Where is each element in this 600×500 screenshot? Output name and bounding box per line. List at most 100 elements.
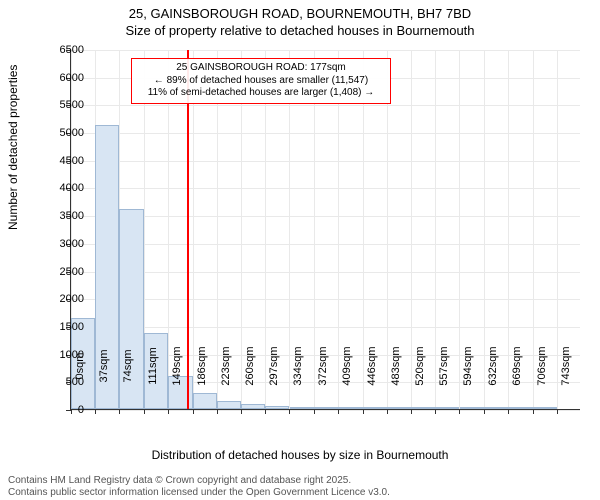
gridline-v xyxy=(289,50,290,409)
histogram-bar xyxy=(290,407,314,409)
ytick-label: 3000 xyxy=(24,238,84,250)
ytick-label: 6500 xyxy=(24,44,84,56)
annotation-line-2: ← 89% of detached houses are smaller (11… xyxy=(138,75,384,88)
ytick-label: 2500 xyxy=(24,266,84,278)
xtick-mark xyxy=(459,409,460,414)
xtick-mark xyxy=(387,409,388,414)
ytick-label: 4500 xyxy=(24,155,84,167)
ytick-label: 1500 xyxy=(24,321,84,333)
histogram-bar xyxy=(435,407,459,409)
xtick-label: 297sqm xyxy=(268,346,280,385)
gridline-h xyxy=(71,161,580,162)
title-block: 25, GAINSBOROUGH ROAD, BOURNEMOUTH, BH7 … xyxy=(0,0,600,40)
xtick-mark xyxy=(193,409,194,414)
xtick-label: 0sqm xyxy=(74,353,86,380)
xtick-mark xyxy=(265,409,266,414)
gridline-v xyxy=(533,50,534,409)
gridline-h xyxy=(71,133,580,134)
xtick-mark xyxy=(241,409,242,414)
xtick-label: 186sqm xyxy=(196,346,208,385)
histogram-bar xyxy=(193,393,217,409)
chart-container: 25, GAINSBOROUGH ROAD, BOURNEMOUTH, BH7 … xyxy=(0,0,600,500)
histogram-bar xyxy=(411,407,435,409)
xtick-label: 74sqm xyxy=(122,349,134,382)
gridline-v xyxy=(363,50,364,409)
gridline-h xyxy=(71,410,580,411)
gridline-h xyxy=(71,188,580,189)
xtick-mark xyxy=(435,409,436,414)
xtick-mark xyxy=(338,409,339,414)
xtick-label: 669sqm xyxy=(511,346,523,385)
histogram-bar xyxy=(314,407,338,409)
xtick-mark xyxy=(119,409,120,414)
xtick-label: 37sqm xyxy=(98,349,110,382)
annotation-line-3: 11% of semi-detached houses are larger (… xyxy=(138,87,384,100)
title-line1: 25, GAINSBOROUGH ROAD, BOURNEMOUTH, BH7 … xyxy=(0,6,600,23)
gridline-v xyxy=(241,50,242,409)
xtick-label: 409sqm xyxy=(341,346,353,385)
xtick-label: 632sqm xyxy=(487,346,499,385)
gridline-v xyxy=(435,50,436,409)
gridline-v xyxy=(387,50,388,409)
gridline-h xyxy=(71,299,580,300)
xtick-mark xyxy=(217,409,218,414)
xtick-mark xyxy=(314,409,315,414)
xtick-mark xyxy=(95,409,96,414)
xtick-label: 223sqm xyxy=(220,346,232,385)
histogram-bar xyxy=(508,407,532,409)
gridline-v xyxy=(508,50,509,409)
xtick-mark xyxy=(289,409,290,414)
xtick-label: 372sqm xyxy=(317,346,329,385)
y-axis-label: Number of detached properties xyxy=(6,65,20,230)
xtick-label: 743sqm xyxy=(560,346,572,385)
gridline-v xyxy=(265,50,266,409)
xtick-mark xyxy=(557,409,558,414)
xtick-label: 111sqm xyxy=(147,347,159,385)
ytick-label: 4000 xyxy=(24,182,84,194)
ytick-label: 0 xyxy=(24,404,84,416)
footer-line1: Contains HM Land Registry data © Crown c… xyxy=(8,475,390,487)
xtick-label: 520sqm xyxy=(414,346,426,385)
histogram-bar xyxy=(387,407,411,409)
gridline-h xyxy=(71,216,580,217)
gridline-h xyxy=(71,244,580,245)
histogram-bar xyxy=(265,406,289,409)
histogram-bar xyxy=(460,407,484,409)
xtick-mark xyxy=(484,409,485,414)
gridline-h xyxy=(71,272,580,273)
title-line2: Size of property relative to detached ho… xyxy=(0,23,600,40)
property-marker-line xyxy=(187,50,189,409)
ytick-label: 5500 xyxy=(24,99,84,111)
gridline-v xyxy=(217,50,218,409)
xtick-label: 706sqm xyxy=(536,346,548,385)
gridline-v xyxy=(338,50,339,409)
gridline-v xyxy=(484,50,485,409)
ytick-label: 5000 xyxy=(24,127,84,139)
xtick-label: 594sqm xyxy=(462,346,474,385)
gridline-v xyxy=(168,50,169,409)
annotation-box: 25 GAINSBOROUGH ROAD: 177sqm← 89% of det… xyxy=(131,58,391,104)
xtick-label: 149sqm xyxy=(171,346,183,385)
gridline-h xyxy=(71,327,580,328)
gridline-v xyxy=(314,50,315,409)
xtick-label: 446sqm xyxy=(366,346,378,385)
histogram-bar xyxy=(338,407,362,409)
gridline-v xyxy=(193,50,194,409)
annotation-line-1: 25 GAINSBOROUGH ROAD: 177sqm xyxy=(138,62,384,75)
histogram-bar xyxy=(363,407,387,409)
ytick-label: 2000 xyxy=(24,293,84,305)
xtick-mark xyxy=(144,409,145,414)
gridline-v xyxy=(411,50,412,409)
ytick-label: 6000 xyxy=(24,72,84,84)
xtick-label: 557sqm xyxy=(438,346,450,385)
xtick-label: 483sqm xyxy=(390,346,402,385)
gridline-v xyxy=(459,50,460,409)
xtick-mark xyxy=(533,409,534,414)
histogram-bar xyxy=(484,407,508,409)
gridline-v xyxy=(557,50,558,409)
footer-line2: Contains public sector information licen… xyxy=(8,487,390,499)
ytick-label: 3500 xyxy=(24,210,84,222)
xtick-mark xyxy=(411,409,412,414)
gridline-h xyxy=(71,50,580,51)
xtick-label: 334sqm xyxy=(292,346,304,385)
